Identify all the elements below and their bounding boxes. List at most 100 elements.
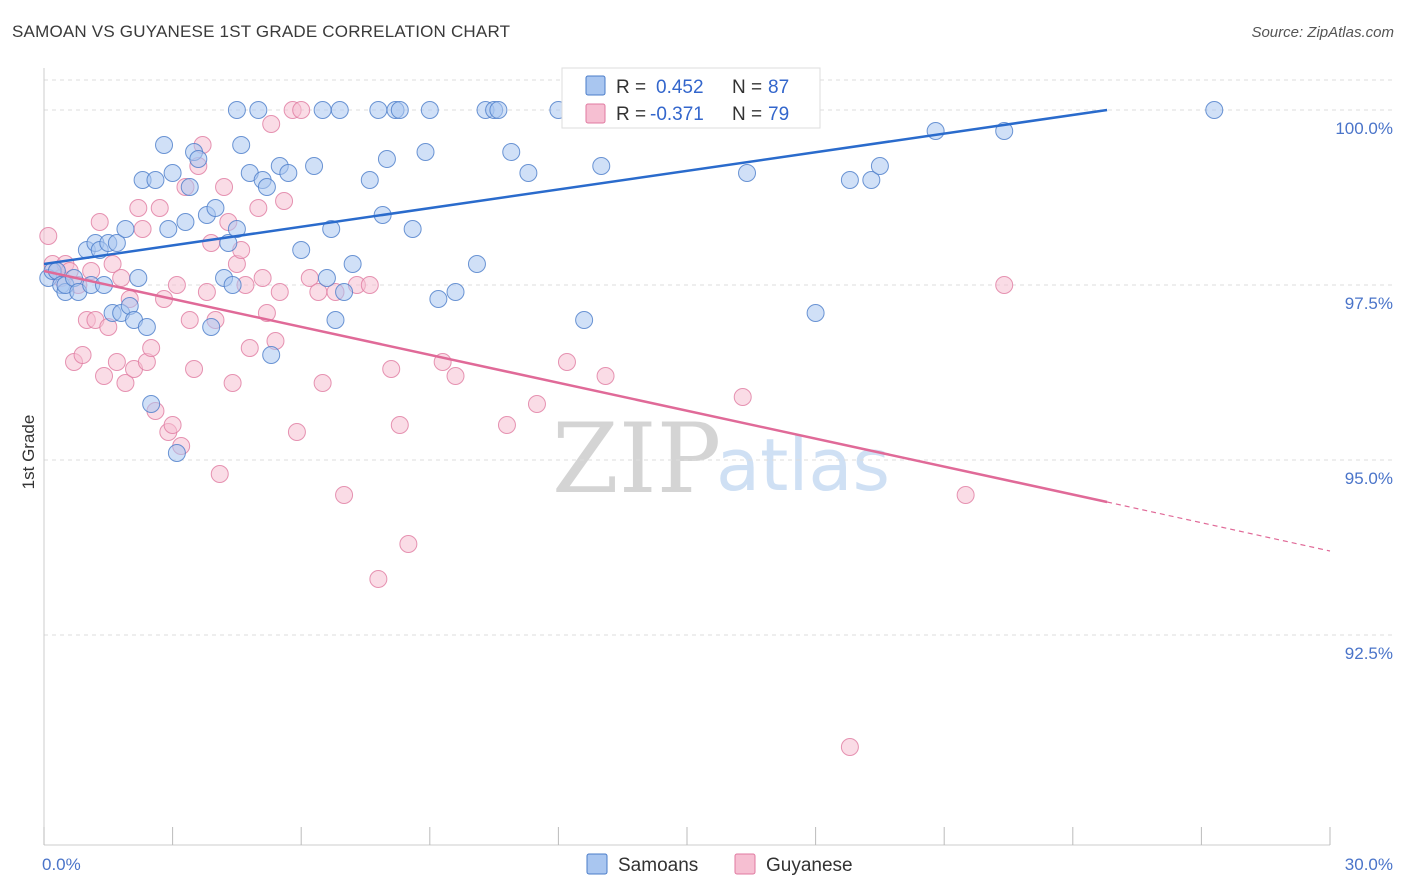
data-point bbox=[326, 311, 345, 329]
data-point bbox=[382, 360, 401, 378]
legend-r-value-guyanese: -0.371 bbox=[650, 104, 704, 125]
y-tick-label: 92.5% bbox=[1345, 644, 1393, 663]
data-point bbox=[317, 269, 336, 287]
data-point bbox=[497, 416, 516, 434]
data-point bbox=[232, 136, 251, 154]
legend-label-guyanese: Guyanese bbox=[766, 855, 853, 876]
data-point bbox=[180, 311, 199, 329]
data-point bbox=[1205, 101, 1224, 119]
data-point bbox=[240, 339, 259, 357]
data-point bbox=[399, 535, 418, 553]
data-point bbox=[146, 171, 165, 189]
data-point bbox=[738, 164, 757, 182]
data-point bbox=[90, 213, 109, 231]
correlation-legend: R = 0.452 N = 87 R = -0.371 N = 79 bbox=[561, 67, 821, 129]
x-tick-label-min: 0.0% bbox=[42, 855, 81, 874]
data-point bbox=[313, 374, 332, 392]
data-point bbox=[292, 241, 311, 259]
source-label: Source: ZipAtlas.com bbox=[1251, 24, 1394, 41]
data-point bbox=[227, 101, 246, 119]
legend-r-label: R = bbox=[616, 77, 646, 98]
data-point bbox=[862, 171, 881, 189]
data-point bbox=[322, 220, 341, 238]
trend-lines bbox=[43, 108, 1331, 552]
data-point bbox=[840, 171, 859, 189]
data-point bbox=[142, 395, 161, 413]
data-point bbox=[335, 283, 354, 301]
data-point bbox=[305, 157, 324, 175]
data-point bbox=[995, 276, 1014, 294]
x-tick-label-max: 30.0% bbox=[1345, 855, 1393, 874]
data-point bbox=[150, 199, 169, 217]
data-point bbox=[39, 227, 58, 245]
data-point bbox=[416, 143, 435, 161]
data-point bbox=[330, 101, 349, 119]
data-point bbox=[390, 101, 409, 119]
data-point bbox=[377, 150, 396, 168]
data-point bbox=[129, 269, 148, 287]
axes bbox=[43, 68, 1331, 846]
data-point bbox=[956, 486, 975, 504]
legend-n-value-samoans: 87 bbox=[768, 77, 789, 98]
data-point bbox=[446, 367, 465, 385]
data-point bbox=[429, 290, 448, 308]
data-point bbox=[557, 353, 576, 371]
data-point bbox=[257, 178, 276, 196]
data-point bbox=[163, 416, 182, 434]
data-point bbox=[403, 220, 422, 238]
data-point bbox=[446, 283, 465, 301]
data-point bbox=[489, 101, 508, 119]
grid-lines bbox=[44, 79, 1395, 636]
data-point bbox=[527, 395, 546, 413]
data-point bbox=[210, 465, 229, 483]
data-point bbox=[223, 276, 242, 294]
data-point bbox=[227, 220, 246, 238]
y-tick-label: 95.0% bbox=[1345, 469, 1393, 488]
data-point bbox=[176, 213, 195, 231]
data-point bbox=[870, 157, 889, 175]
series-legend: Samoans Guyanese bbox=[586, 853, 853, 876]
guyanese-trend-line bbox=[43, 269, 1108, 504]
data-point bbox=[103, 255, 122, 273]
data-point bbox=[206, 199, 225, 217]
data-point bbox=[155, 136, 174, 154]
data-point bbox=[390, 416, 409, 434]
samoans-points bbox=[39, 101, 1224, 462]
data-point bbox=[287, 423, 306, 441]
data-point bbox=[502, 143, 521, 161]
data-point bbox=[167, 276, 186, 294]
legend-swatch-guyanese bbox=[585, 103, 606, 124]
data-point bbox=[596, 367, 615, 385]
data-point bbox=[73, 346, 92, 364]
data-point bbox=[806, 304, 825, 322]
data-point bbox=[185, 360, 204, 378]
data-point bbox=[107, 234, 126, 252]
data-point bbox=[249, 199, 268, 217]
data-point bbox=[116, 374, 135, 392]
legend-n-label: N = bbox=[732, 77, 762, 98]
data-point bbox=[262, 346, 281, 364]
data-point bbox=[202, 234, 221, 252]
data-point bbox=[133, 220, 152, 238]
data-point bbox=[253, 269, 272, 287]
data-point bbox=[360, 276, 379, 294]
data-point bbox=[335, 486, 354, 504]
data-point bbox=[142, 339, 161, 357]
samoans-trend-line bbox=[43, 108, 1108, 266]
legend-swatch-samoans bbox=[585, 75, 606, 96]
data-point bbox=[107, 353, 126, 371]
watermark-zip: ZIP bbox=[552, 403, 721, 515]
data-point bbox=[519, 164, 538, 182]
data-point bbox=[163, 164, 182, 182]
data-point bbox=[95, 367, 114, 385]
data-point bbox=[249, 101, 268, 119]
data-point bbox=[467, 255, 486, 273]
y-tick-labels: 92.5% 95.0% 97.5% 100.0% bbox=[1335, 119, 1393, 663]
data-point bbox=[369, 101, 388, 119]
data-point bbox=[223, 374, 242, 392]
data-point bbox=[215, 178, 234, 196]
data-point bbox=[343, 255, 362, 273]
data-point bbox=[129, 199, 148, 217]
chart-title: SAMOAN VS GUYANESE 1ST GRADE CORRELATION… bbox=[12, 22, 511, 41]
